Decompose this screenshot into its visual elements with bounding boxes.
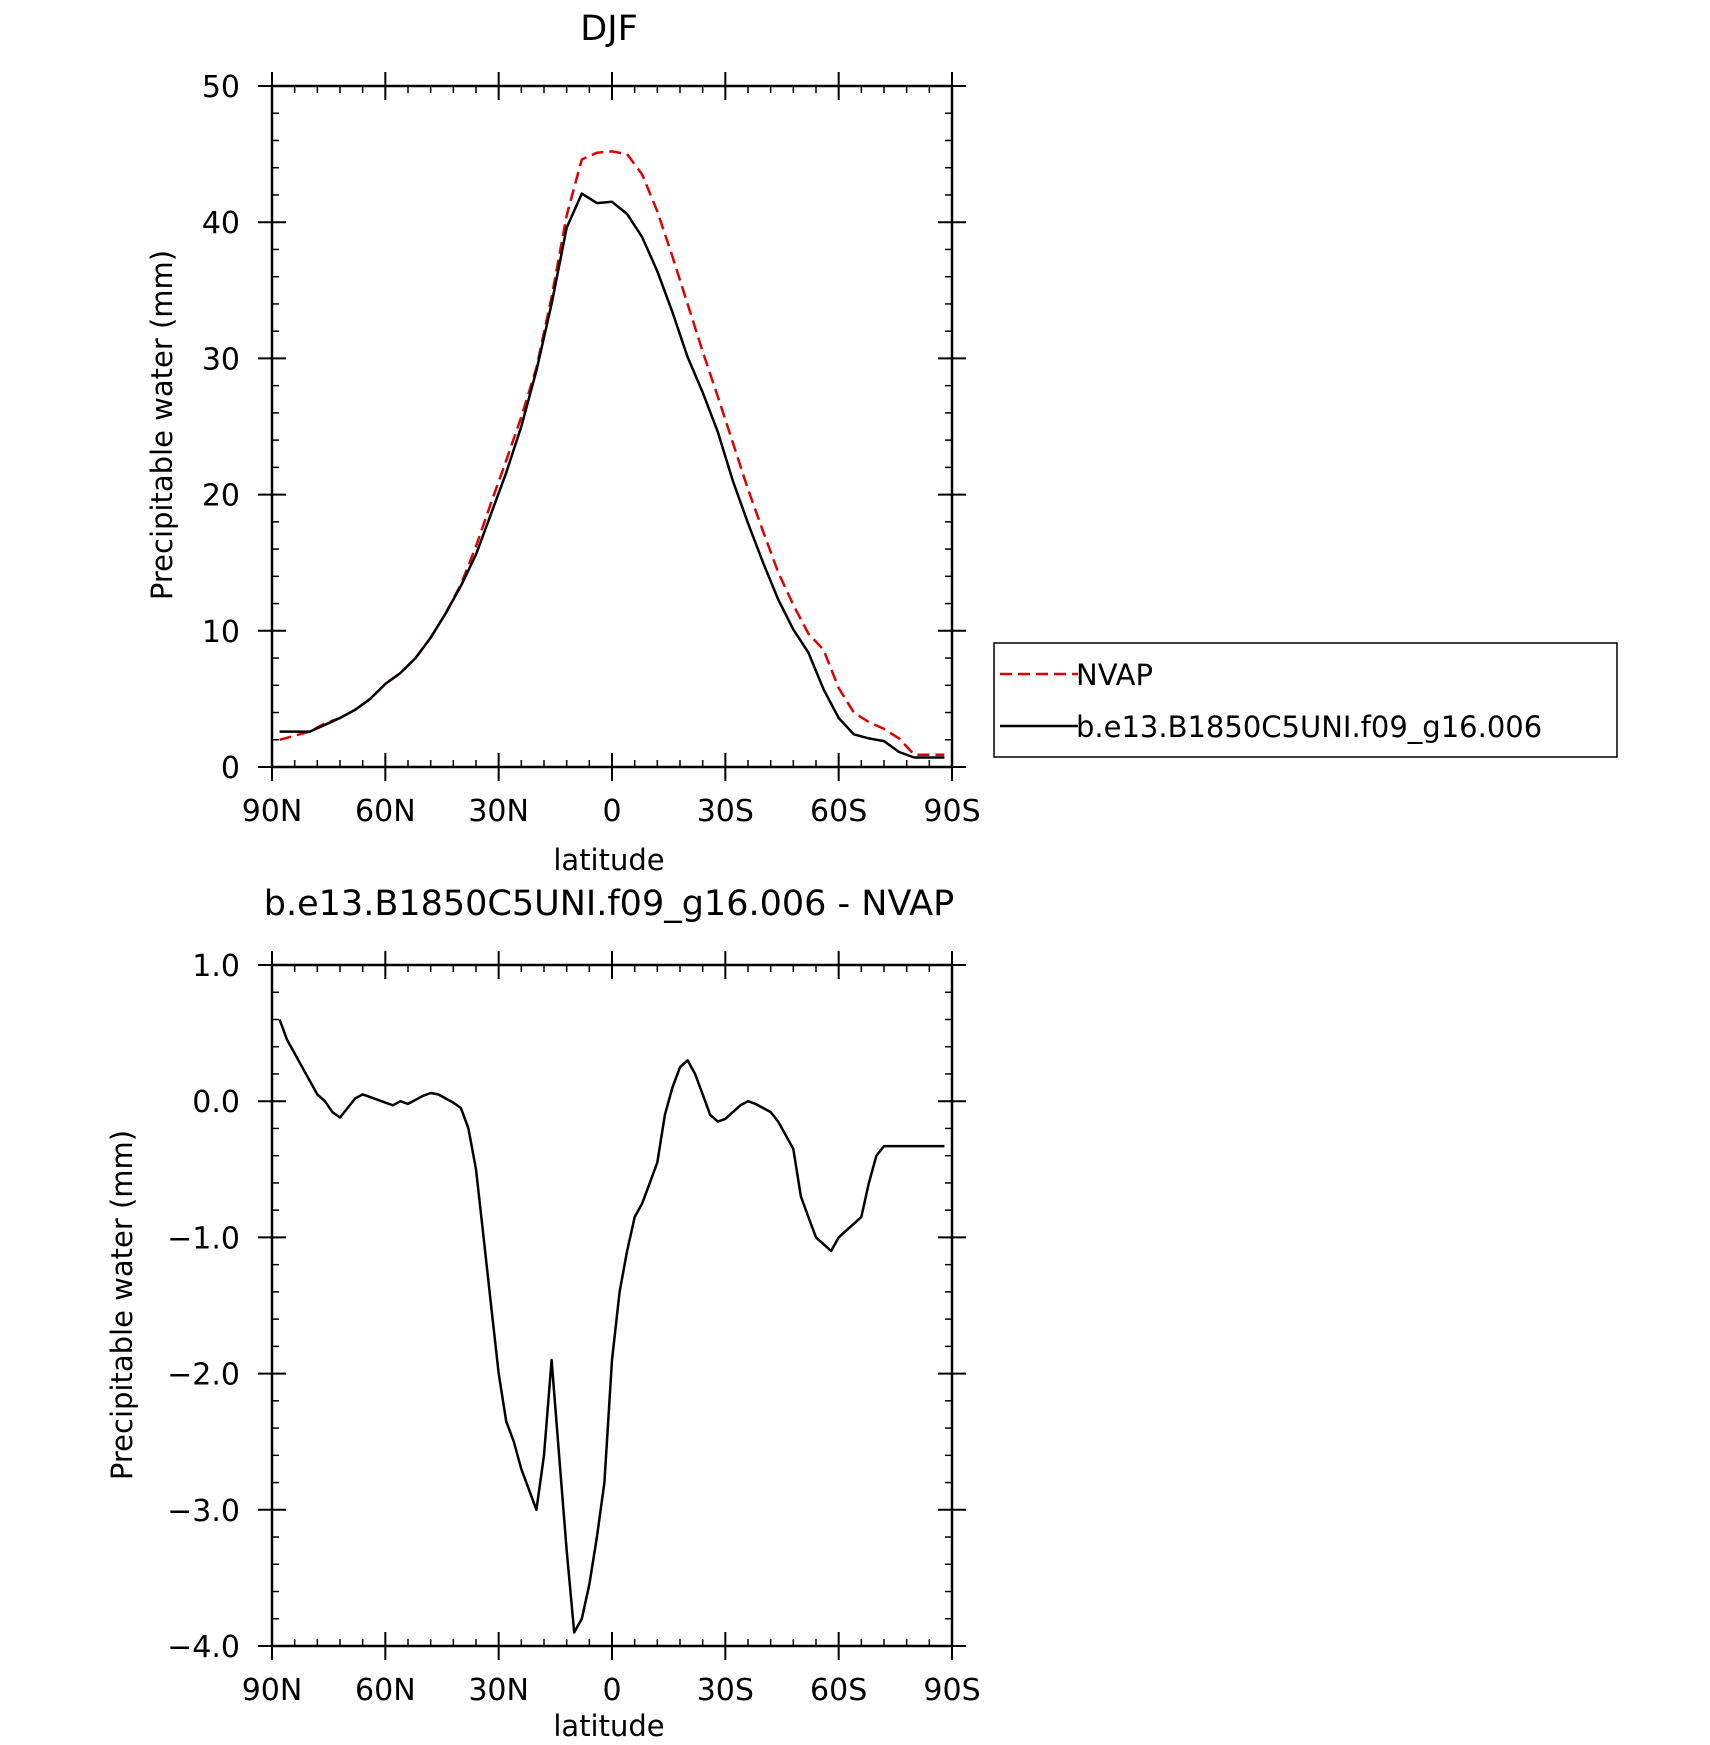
plot-frame [270,963,954,1648]
y-tick-label: 20 [202,479,240,514]
series-line-1 [279,192,945,759]
y-tick-label: −3.0 [167,1494,240,1529]
y-tick-label: 10 [202,615,240,650]
x-tick-label: 90N [242,794,303,829]
x-tick-label: 60N [355,1673,416,1708]
series-line-0 [278,1019,945,1634]
x-tick-label: 0 [602,1673,621,1708]
y-tick-label: −2.0 [167,1358,240,1393]
y-tick-label: 30 [202,342,240,377]
y-tick-label: 40 [202,206,240,241]
legend-label-nvap: NVAP [1076,658,1153,692]
y-tick-label: 1.0 [192,949,240,984]
y-tick-label: 0 [221,751,240,786]
legend-label-model: b.e13.B1850C5UNI.f09_g16.006 [1076,710,1542,744]
plot-area: 90N 60N 30N 0 30S 60S 90S 0 10 20 30 40 50 [202,70,981,829]
x-axis-label: latitude [553,1709,664,1743]
x-tick-label: 60S [810,794,867,829]
y-tick-label: 0.0 [192,1085,240,1120]
x-tick-label: 30S [697,1673,754,1708]
x-tick-label: 90S [923,1673,980,1708]
djf-panel: DJF 90N 60N 30N 0 30S 60S 90S 0 10 20 30 40 50 latit… [145,9,1618,877]
x-tick-label: 90S [923,794,980,829]
legend-box [993,642,1618,758]
x-tick-label: 30N [468,794,529,829]
panel-title: b.e13.B1850C5UNI.f09_g16.006 - NVAP [264,884,954,924]
x-tick-label: 30N [468,1673,529,1708]
y-tick-label: 50 [202,70,240,105]
y-axis-label: Precipitable water (mm) [145,250,179,600]
y-tick-label: −1.0 [167,1221,240,1256]
x-tick-label: 60N [355,794,416,829]
plot-area: 90N 60N 30N 0 30S 60S 90S 1.0 0.0 −1.0 −2.0 −3.0 −4.… [167,949,980,1708]
plot-frame [270,84,954,769]
x-tick-label: 30S [697,794,754,829]
y-axis-label: Precipitable water (mm) [105,1130,139,1480]
x-tick-label: 60S [810,1673,867,1708]
difference-panel: b.e13.B1850C5UNI.f09_g16.006 - NVAP 90N 6… [105,884,981,1743]
x-axis-label: latitude [553,843,664,877]
series-line-0 [279,150,945,756]
x-tick-label: 90N [242,1673,303,1708]
panel-title: DJF [580,9,637,49]
x-tick-label: 0 [602,794,621,829]
y-tick-label: −4.0 [167,1630,240,1665]
legend: NVAP b.e13.B1850C5UNI.f09_g16.006 [993,642,1618,758]
